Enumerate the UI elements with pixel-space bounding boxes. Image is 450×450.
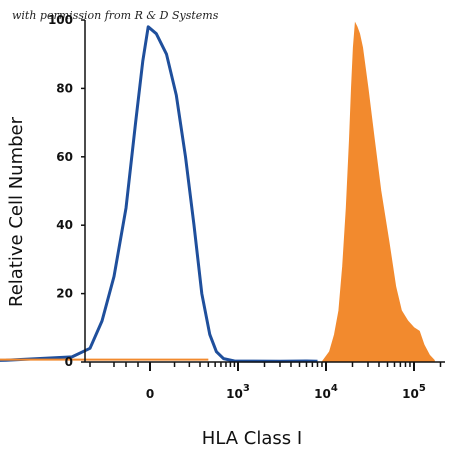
x-axis-title: HLA Class I — [202, 428, 302, 449]
x-tick-label: 105 — [402, 383, 426, 401]
y-axis: 0 20 40 60 80 100 — [48, 13, 86, 369]
watermark-text: with permission from R & D Systems — [12, 9, 219, 22]
y-tick-label: 80 — [56, 81, 73, 95]
y-tick-label: 20 — [56, 287, 73, 301]
plot-area — [0, 21, 435, 363]
series-filled-histogram — [321, 21, 435, 363]
x-axis: 0 103 104 105 — [85, 361, 445, 401]
x-tick-label: 103 — [226, 383, 250, 401]
y-tick-label: 60 — [56, 150, 73, 164]
y-tick-label: 40 — [56, 218, 73, 232]
series-outline-histogram — [0, 25, 318, 363]
y-tick-label: 100 — [48, 13, 73, 27]
x-tick-label: 104 — [314, 383, 338, 401]
x-tick-label: 0 — [146, 387, 154, 401]
y-axis-title: Relative Cell Number — [6, 116, 27, 307]
y-tick-label: 0 — [65, 355, 73, 369]
